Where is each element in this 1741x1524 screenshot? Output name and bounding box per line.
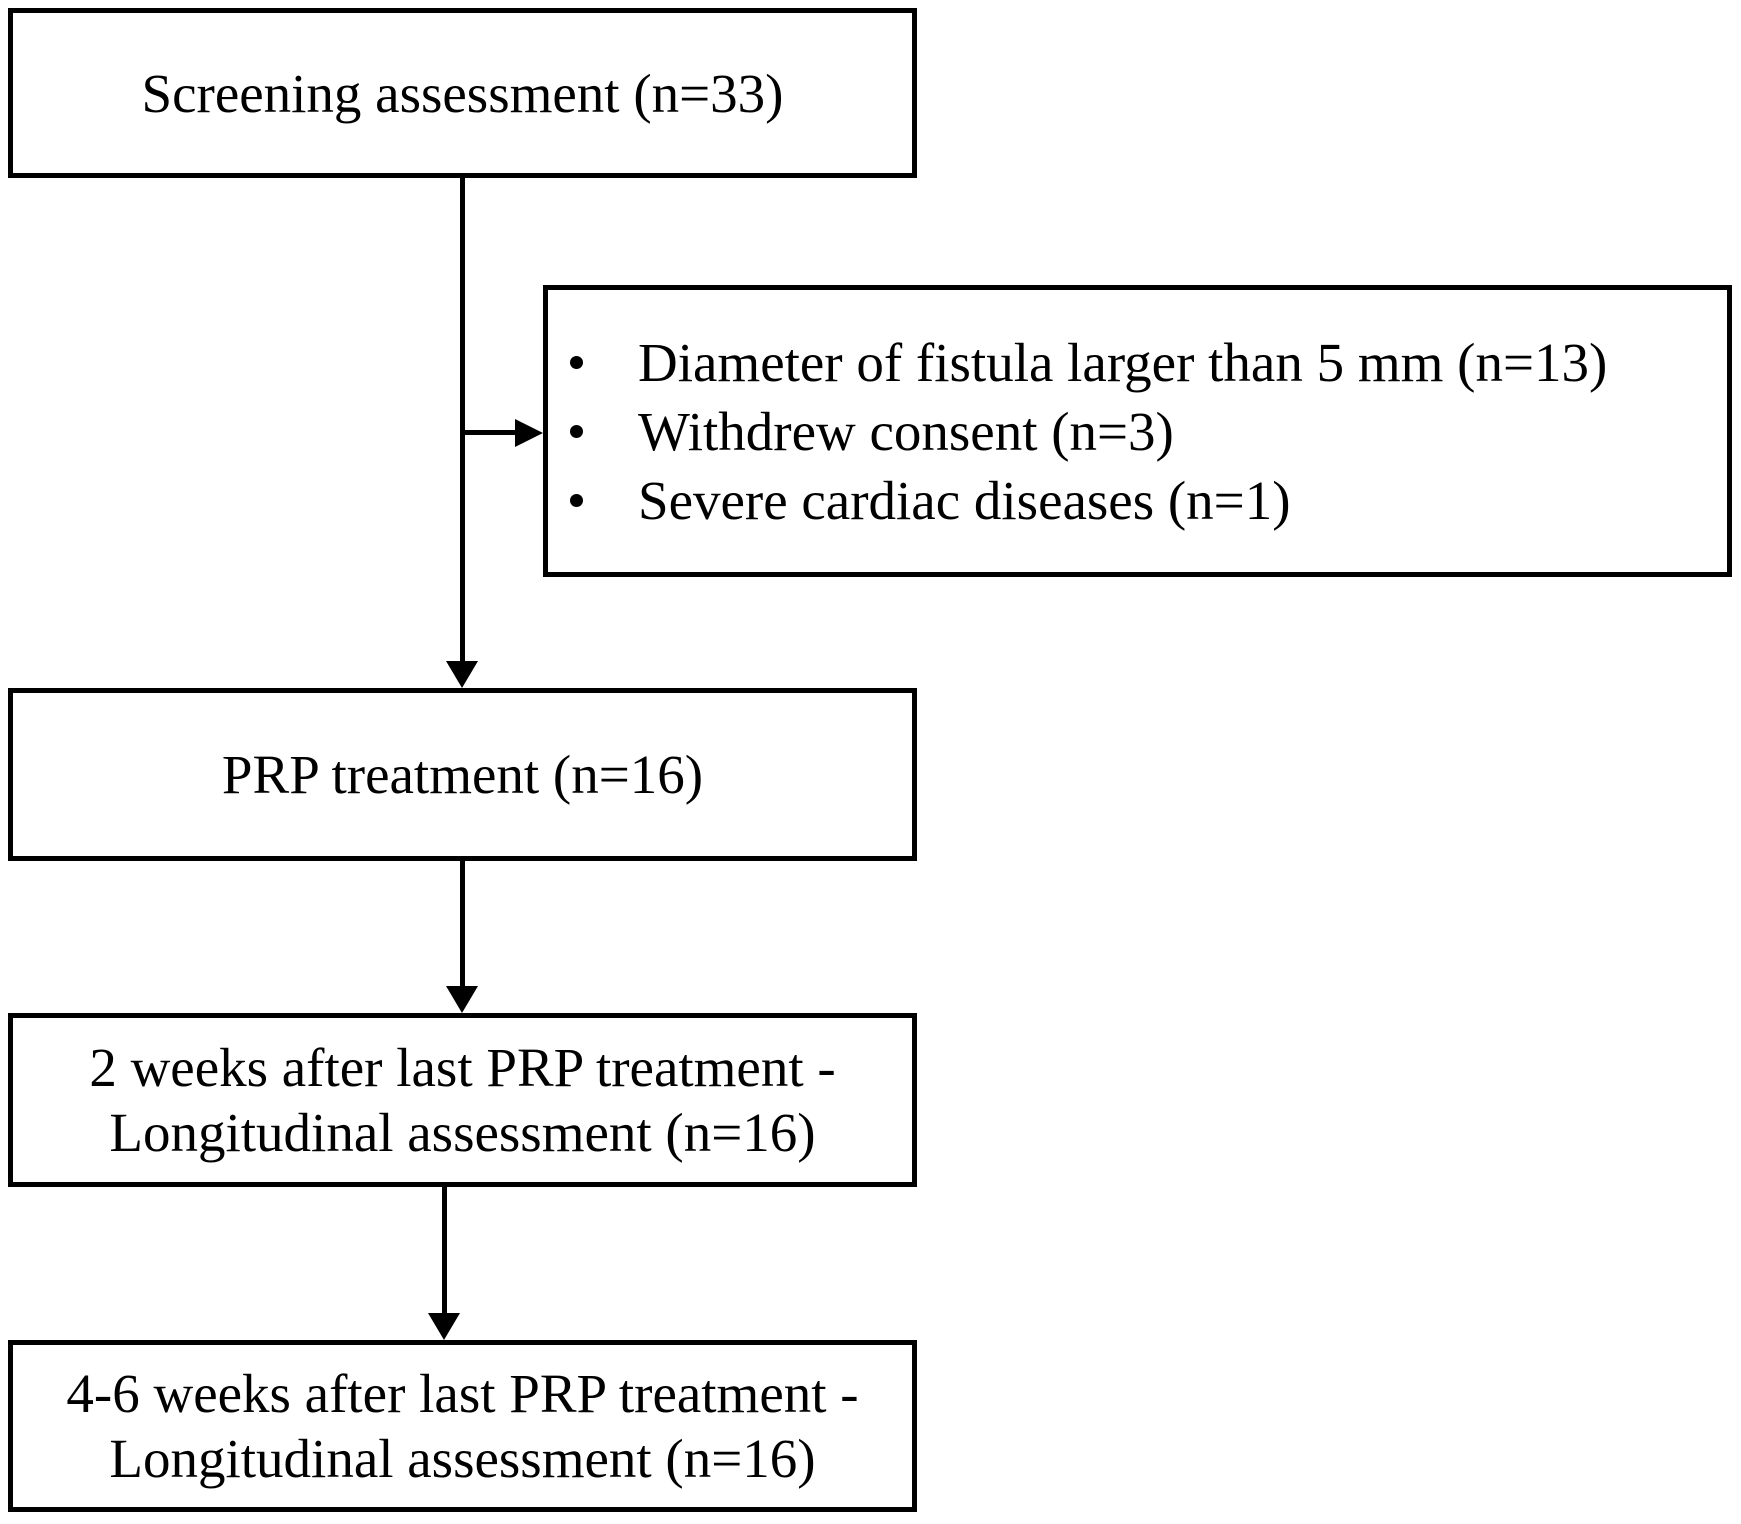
exclusion-item-label: Withdrew consent (n=3) [638, 400, 1174, 462]
arrowhead-down-icon [428, 1313, 460, 1340]
exclusion-box: Diameter of fistula larger than 5 mm (n=… [543, 285, 1732, 577]
exclusion-item: Diameter of fistula larger than 5 mm (n=… [548, 328, 1727, 397]
arrowhead-down-icon [446, 986, 478, 1013]
bullet-icon [570, 355, 583, 369]
exclusion-item: Withdrew consent (n=3) [548, 397, 1727, 466]
followup-2w-box: 2 weeks after last PRP treatment - Longi… [8, 1013, 917, 1187]
exclusion-item: Severe cardiac diseases (n=1) [548, 466, 1727, 535]
connector-screening-to-treatment [460, 178, 465, 663]
treatment-box: PRP treatment (n=16) [8, 688, 917, 861]
followup-46w-box: 4-6 weeks after last PRP treatment - Lon… [8, 1340, 917, 1512]
followup-2w-line1: 2 weeks after last PRP treatment - [89, 1037, 836, 1098]
arrowhead-right-icon [515, 419, 543, 447]
bullet-icon [570, 424, 583, 438]
screening-box: Screening assessment (n=33) [8, 8, 917, 178]
connector-branch-to-exclusions [460, 430, 515, 435]
exclusion-item-label: Severe cardiac diseases (n=1) [638, 469, 1291, 531]
arrowhead-down-icon [446, 661, 478, 688]
exclusion-item-label: Diameter of fistula larger than 5 mm (n=… [638, 331, 1608, 393]
screening-label: Screening assessment (n=33) [141, 62, 784, 124]
followup-46w-line2: Longitudinal assessment (n=16) [109, 1428, 816, 1489]
bullet-icon [570, 493, 583, 507]
connector-2w-to-46w [442, 1187, 447, 1314]
followup-46w-line1: 4-6 weeks after last PRP treatment - [66, 1363, 859, 1424]
treatment-label: PRP treatment (n=16) [221, 744, 704, 805]
followup-2w-line2: Longitudinal assessment (n=16) [109, 1102, 816, 1163]
connector-treatment-to-2w [460, 861, 465, 987]
